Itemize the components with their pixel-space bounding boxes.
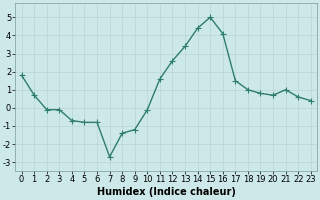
- X-axis label: Humidex (Indice chaleur): Humidex (Indice chaleur): [97, 187, 236, 197]
